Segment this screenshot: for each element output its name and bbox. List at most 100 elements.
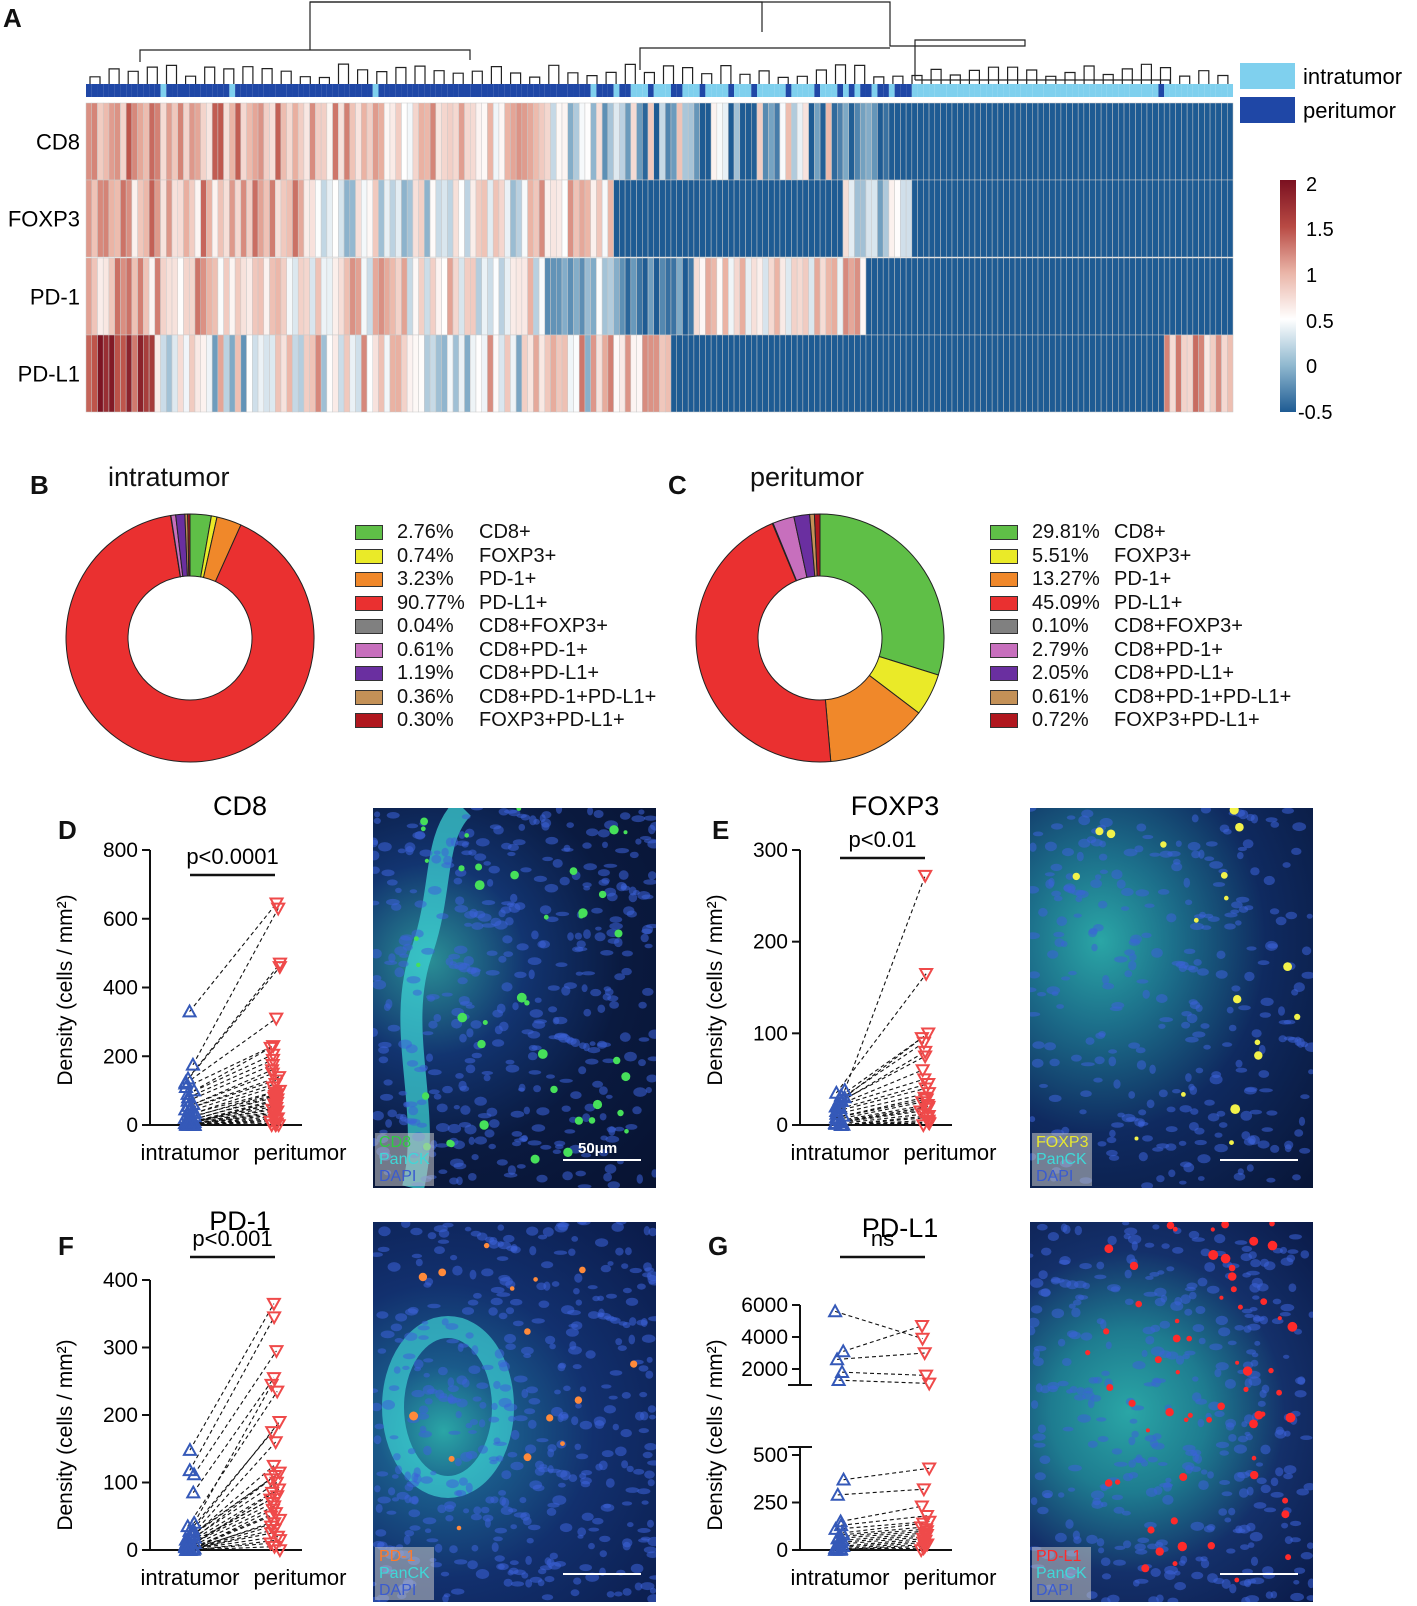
nucleus — [1235, 896, 1250, 903]
x-tick-label: peritumor — [254, 1140, 347, 1165]
nucleus — [493, 1536, 503, 1542]
heatmap-cell — [406, 102, 414, 181]
heatmap-cell — [343, 179, 351, 258]
legend-label: FOXP3+PD-L1+ — [1114, 709, 1260, 732]
point-peritumor — [271, 1483, 287, 1498]
nucleus — [1235, 920, 1242, 926]
nucleus — [481, 1268, 494, 1277]
heatmap-cell — [406, 257, 414, 336]
heatmap-cell — [263, 257, 270, 336]
point-intratumor — [832, 1513, 849, 1528]
heatmap-cell — [796, 257, 804, 336]
heatmap-cell — [670, 334, 677, 413]
dendrogram-leaf — [1179, 75, 1191, 84]
heatmap-cell — [464, 257, 471, 336]
nucleus — [622, 1287, 632, 1294]
dendrogram-leaf — [643, 71, 655, 84]
nucleus — [1270, 1491, 1284, 1498]
heatmap-cell — [527, 102, 534, 181]
heatmap-cell — [900, 179, 907, 258]
nucleus — [1192, 1031, 1206, 1038]
nucleus — [1165, 1126, 1178, 1133]
nucleus — [433, 1225, 448, 1233]
heatmap-cell — [871, 334, 878, 413]
heatmap-cell — [923, 179, 930, 258]
dendrogram-leaf — [758, 70, 770, 84]
donut-slice — [187, 513, 191, 577]
heatmap-cell — [280, 334, 287, 413]
point-peritumor — [914, 1320, 930, 1334]
nucleus — [1151, 1442, 1165, 1450]
heatmap-cell — [796, 334, 804, 413]
heatmap-cell — [464, 334, 471, 413]
dendrogram-leaf — [1140, 63, 1152, 84]
heatmap-cell — [429, 334, 437, 413]
nucleus — [1231, 985, 1241, 992]
heatmap-cell — [739, 334, 746, 413]
nucleus — [600, 950, 614, 956]
heatmap-cell — [418, 179, 425, 258]
heatmap-cell — [613, 102, 620, 181]
nucleus — [638, 1001, 647, 1009]
heatmap-cell — [773, 257, 781, 336]
nucleus — [1229, 1583, 1237, 1594]
nucleus — [390, 1323, 403, 1332]
heatmap-cell — [1140, 102, 1148, 181]
legend-label: CD8+PD-L1+ — [479, 662, 600, 685]
nucleus — [1149, 1064, 1156, 1074]
nucleus — [597, 1042, 611, 1048]
nucleus — [540, 1144, 552, 1150]
heatmap-cell — [693, 334, 700, 413]
heatmap-cell — [584, 102, 591, 181]
heatmap-cell — [280, 179, 287, 258]
nucleus — [376, 1311, 389, 1319]
group-cell — [258, 84, 264, 97]
heatmap-cell — [102, 179, 110, 258]
legend-row: 29.81% CD8+ — [990, 521, 1291, 545]
heatmap-cell — [968, 179, 976, 258]
marker-cell — [1106, 1384, 1114, 1391]
nucleus — [375, 1529, 387, 1537]
legend-label: CD8+ — [479, 521, 531, 544]
heatmap-cell — [808, 179, 815, 258]
heatmap-cell — [716, 179, 723, 258]
pair-line — [841, 1122, 930, 1126]
heatmap-cell — [854, 102, 861, 181]
heatmap-cell — [917, 179, 924, 258]
nucleus — [1094, 1274, 1107, 1280]
pair-line — [187, 1090, 280, 1116]
nucleus — [648, 871, 656, 880]
nucleus — [1096, 1538, 1105, 1547]
marker-cell — [1283, 962, 1292, 971]
legend-percent: 0.36% — [397, 685, 454, 708]
legend-swatch — [355, 548, 383, 564]
heatmap-cell — [882, 102, 890, 181]
nucleus — [1308, 1069, 1313, 1075]
heatmap-cell — [1014, 334, 1022, 413]
nucleus — [445, 1515, 454, 1522]
nucleus — [597, 1312, 604, 1318]
nucleus — [552, 859, 563, 868]
point-peritumor — [272, 1544, 288, 1559]
nucleus — [603, 863, 618, 868]
heatmap-cell — [991, 334, 999, 413]
nucleus — [458, 1343, 469, 1348]
heatmap-cell — [286, 179, 293, 258]
point-peritumor — [921, 1377, 937, 1392]
nucleus — [446, 1339, 459, 1344]
heatmap-cell — [533, 257, 540, 336]
heatmap-cell — [768, 257, 775, 336]
nucleus — [528, 969, 535, 980]
heatmap-cell — [1083, 102, 1090, 181]
nucleus — [638, 1365, 649, 1372]
nucleus — [1069, 1386, 1078, 1394]
nucleus — [373, 1388, 379, 1393]
nucleus — [1283, 1473, 1293, 1480]
pair-line — [187, 1096, 275, 1122]
nucleus — [1248, 1376, 1262, 1386]
nucleus — [1257, 1283, 1269, 1292]
nucleus — [526, 1226, 539, 1236]
heatmap-cell — [383, 102, 391, 181]
nucleus — [479, 1401, 487, 1409]
heatmap-cell — [527, 179, 534, 258]
